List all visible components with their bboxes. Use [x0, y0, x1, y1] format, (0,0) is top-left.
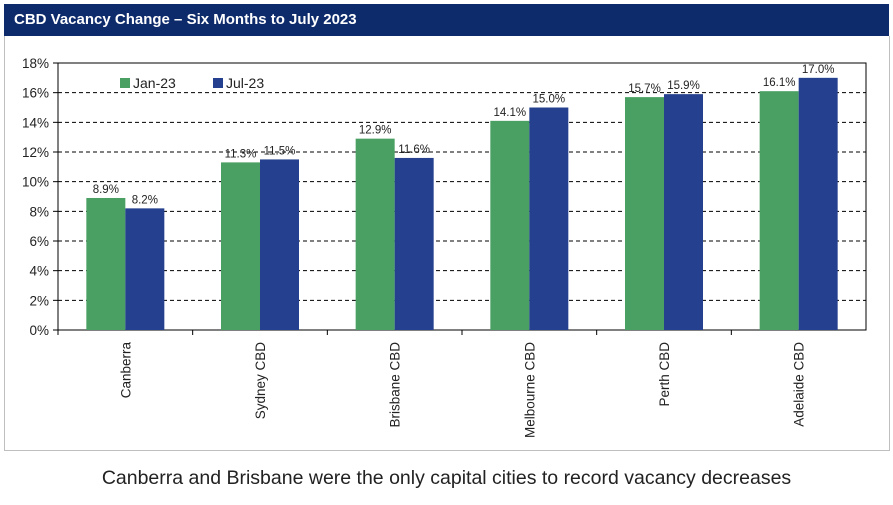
x-tick-label: Melbourne CBD [522, 342, 537, 438]
data-label: 15.7% [628, 83, 661, 95]
data-label: 16.1% [763, 77, 796, 89]
x-tick-label: Brisbane CBD [388, 342, 403, 428]
data-label: 17.0% [802, 64, 835, 76]
bar [529, 107, 569, 330]
x-tick-label: Canberra [118, 342, 133, 399]
bar [798, 77, 838, 330]
y-tick-label: 18% [22, 56, 49, 71]
y-tick-label: 8% [29, 204, 49, 219]
legend-swatch [120, 78, 130, 88]
chart-title: CBD Vacancy Change – Six Months to July … [14, 11, 357, 28]
legend-label: Jan-23 [133, 75, 176, 91]
bar [260, 159, 299, 330]
data-label: 12.9% [359, 125, 392, 137]
y-tick-label: 4% [29, 264, 49, 279]
bar [355, 138, 395, 330]
bar [125, 208, 165, 330]
chart-title-bar: CBD Vacancy Change – Six Months to July … [4, 4, 889, 36]
data-label: 11.6% [398, 144, 430, 156]
data-label: 8.2% [132, 194, 158, 206]
bar [625, 97, 664, 330]
x-tick-label: Sydney CBD [253, 342, 268, 420]
data-label: 15.0% [533, 94, 566, 106]
bar [490, 120, 530, 330]
bar [221, 162, 260, 330]
bar [394, 157, 434, 330]
y-tick-label: 2% [29, 293, 49, 308]
data-label: 8.9% [93, 184, 119, 196]
y-tick-label: 10% [22, 175, 49, 190]
x-tick-label: Perth CBD [657, 342, 672, 407]
y-tick-label: 0% [29, 323, 49, 338]
legend-label: Jul-23 [226, 75, 264, 91]
y-tick-label: 12% [22, 145, 49, 160]
x-tick-label: Adelaide CBD [792, 342, 807, 427]
data-label: 11.3% [225, 148, 257, 160]
chart-frame [4, 36, 890, 451]
bar [86, 197, 126, 330]
data-label: 14.1% [494, 107, 527, 119]
plot-area-border [57, 62, 867, 331]
data-label: 15.9% [667, 80, 700, 92]
y-tick-label: 6% [29, 234, 49, 249]
legend-swatch [213, 78, 223, 88]
bar [759, 91, 799, 330]
y-tick-label: 16% [22, 86, 49, 101]
y-tick-label: 14% [22, 115, 49, 130]
data-label: 11.5% [264, 145, 296, 157]
chart-caption: Canberra and Brisbane were the only capi… [101, 467, 792, 489]
bar [664, 94, 703, 331]
